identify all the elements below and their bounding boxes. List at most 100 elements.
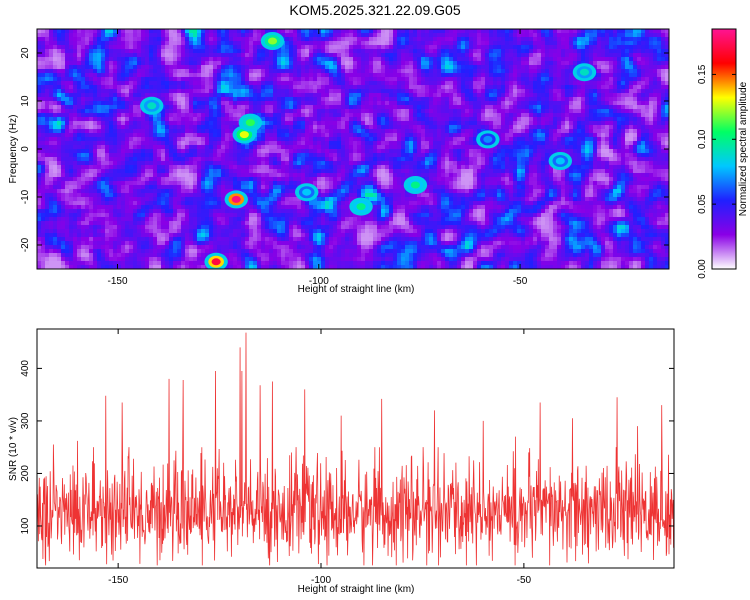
heatmap-cell	[117, 125, 122, 130]
heatmap-cell	[213, 125, 218, 130]
heatmap-cell	[401, 53, 406, 58]
heatmap-cell	[501, 29, 506, 34]
heatmap-cell	[365, 109, 370, 114]
heatmap-cell	[477, 129, 482, 134]
heatmap-cell	[105, 85, 110, 90]
heatmap-cell	[109, 113, 114, 118]
heatmap-cell	[317, 57, 322, 62]
heatmap-cell	[477, 89, 482, 94]
heatmap-cell	[577, 137, 582, 142]
heatmap-cell	[657, 61, 662, 66]
heatmap-cell	[165, 125, 170, 130]
heatmap-cell	[221, 97, 226, 102]
heatmap-cell	[53, 81, 58, 86]
heatmap-cell	[529, 125, 534, 130]
heatmap-cell	[473, 113, 478, 118]
heatmap-cell	[569, 125, 574, 130]
heatmap-cell	[405, 109, 410, 114]
heatmap-cell	[345, 37, 350, 42]
heatmap-cell	[305, 69, 310, 74]
heatmap-cell	[69, 93, 74, 98]
heatmap-cell	[537, 65, 542, 70]
heatmap-cell	[381, 129, 386, 134]
heatmap-cell	[453, 121, 458, 126]
heatmap-cell	[93, 101, 98, 106]
heatmap-cell	[45, 117, 50, 122]
heatmap-cell	[565, 109, 570, 114]
heatmap-cell	[289, 101, 294, 106]
heatmap-cell	[93, 105, 98, 110]
heatmap-cell	[605, 141, 610, 146]
heatmap-cell	[597, 93, 602, 98]
heatmap-cell	[353, 65, 358, 70]
heatmap-cell	[473, 105, 478, 110]
heatmap-cell	[497, 145, 502, 150]
heatmap-cell	[665, 133, 669, 138]
heatmap-cell	[57, 153, 62, 158]
heatmap-cell	[565, 37, 570, 42]
heatmap-cell	[605, 49, 610, 54]
heatmap-cell	[41, 77, 46, 82]
heatmap-cell	[301, 101, 306, 106]
heatmap-cell	[625, 33, 630, 38]
heatmap-cell	[405, 69, 410, 74]
heatmap-cell	[193, 137, 198, 142]
heatmap-cell	[573, 49, 578, 54]
heatmap-cell	[625, 81, 630, 86]
heatmap-cell	[237, 45, 242, 50]
heatmap-cell	[589, 33, 594, 38]
heatmap-cell	[73, 49, 78, 54]
heatmap-cell	[201, 57, 206, 62]
heatmap-cell	[629, 61, 634, 66]
heatmap-cell	[393, 141, 398, 146]
heatmap-cell	[69, 29, 74, 34]
heatmap-cell	[353, 85, 358, 90]
heatmap-cell	[457, 105, 462, 110]
heatmap-cell	[401, 109, 406, 114]
heatmap-cell	[649, 117, 654, 122]
heatmap-cell	[173, 37, 178, 42]
heatmap-cell	[237, 81, 242, 86]
heatmap-cell	[521, 109, 526, 114]
heatmap-cell	[49, 105, 54, 110]
heatmap-cell	[597, 69, 602, 74]
heatmap-cell	[273, 89, 278, 94]
heatmap-cell	[277, 29, 282, 34]
heatmap-cell	[173, 117, 178, 122]
heatmap-cell	[57, 93, 62, 98]
heatmap-cell	[109, 53, 114, 58]
heatmap-cell	[473, 117, 478, 122]
heatmap-cell	[149, 41, 154, 46]
heatmap-cell	[49, 125, 54, 130]
heatmap-cell	[381, 33, 386, 38]
heatmap-cell	[277, 97, 282, 102]
heatmap-cell	[177, 65, 182, 70]
heatmap-cell	[617, 117, 622, 122]
heatmap-cell	[533, 73, 538, 78]
heatmap-cell	[161, 97, 166, 102]
heatmap-cell	[185, 81, 190, 86]
heatmap-cell	[601, 33, 606, 38]
heatmap-cell	[49, 45, 54, 50]
heatmap-cell	[505, 77, 510, 82]
heatmap-cell	[625, 57, 630, 62]
heatmap-cell	[81, 117, 86, 122]
heatmap-cell	[501, 61, 506, 66]
heatmap-cell	[161, 37, 166, 42]
heatmap-cell	[429, 129, 434, 134]
heatmap-cell	[481, 61, 486, 66]
heatmap-cell	[89, 145, 94, 150]
heatmap-cell	[461, 73, 466, 78]
heatmap-cell	[589, 109, 594, 114]
heatmap-cell	[297, 45, 302, 50]
heatmap-cell	[117, 49, 122, 54]
heatmap-cell	[337, 93, 342, 98]
heatmap-cell	[233, 93, 238, 98]
heatmap-cell	[409, 121, 414, 126]
heatmap-cell	[449, 65, 454, 70]
heatmap-cell	[301, 37, 306, 42]
heatmap-cell	[581, 41, 586, 46]
heatmap-cell	[557, 133, 562, 138]
heatmap-cell	[425, 121, 430, 126]
